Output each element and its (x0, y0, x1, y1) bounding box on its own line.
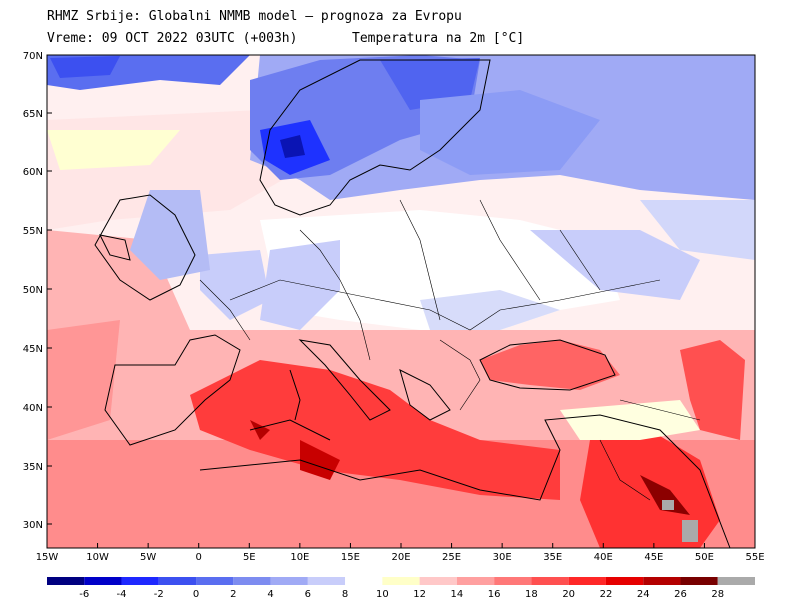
variable-name: Temperatura na 2m [°C] (352, 31, 525, 46)
legend-label: 20 (562, 589, 575, 600)
lat-label: 70N (23, 51, 43, 62)
forecast-time: Vreme: 09 OCT 2022 03UTC (+003h) (47, 31, 298, 46)
legend-label: 6 (305, 589, 311, 600)
map-title: RHMZ Srbije: Globalni NMMB model — progn… (47, 9, 462, 24)
lon-label: 40E (594, 552, 613, 563)
lon-label: 55E (745, 552, 764, 563)
legend-label: 8 (342, 589, 348, 600)
legend-swatch (158, 577, 197, 585)
legend-label: -4 (117, 589, 127, 600)
temperature-field (47, 55, 755, 548)
legend-label: -2 (154, 589, 164, 600)
legend-swatch (382, 577, 420, 585)
legend-label: 2 (230, 589, 236, 600)
legend-swatch (456, 577, 495, 585)
lon-label: 25E (442, 552, 461, 563)
legend-swatch (196, 577, 234, 585)
legend-swatch (568, 577, 606, 585)
legend-label: 18 (525, 589, 538, 600)
legend-label: 0 (193, 589, 199, 600)
legend-swatch (270, 577, 308, 585)
lat-label: 55N (23, 226, 43, 237)
legend-swatch (233, 577, 271, 585)
lon-label: 10W (86, 552, 109, 563)
legend-label: 14 (451, 589, 464, 600)
longitude-axis: 15W 10W 5W 0 5E 10E 15E 20E 25E 30E 35E 40E 45E 50E 55… (36, 543, 765, 563)
legend-swatch (680, 577, 718, 585)
lon-label: 0 (196, 552, 202, 563)
lon-label: 20E (391, 552, 410, 563)
legend-label: -6 (79, 589, 89, 600)
lon-label: 30E (493, 552, 512, 563)
lon-label: 35E (543, 552, 562, 563)
color-legend (47, 577, 755, 585)
lat-label: 50N (23, 285, 43, 296)
country-borders (199, 199, 701, 501)
lon-label: 45E (644, 552, 663, 563)
legend-swatch (84, 577, 122, 585)
legend-label: 10 (376, 589, 389, 600)
lat-label: 60N (23, 167, 43, 178)
lat-label: 65N (23, 109, 43, 120)
legend-swatch (494, 577, 532, 585)
lat-label: 35N (23, 462, 43, 473)
legend-label: 24 (637, 589, 650, 600)
legend-labels: -6 -4 -2 0 2 4 6 8 10 12 14 16 18 20 22 24 26 28 (79, 589, 724, 600)
legend-swatch (531, 577, 569, 585)
lon-label: 5W (140, 552, 156, 563)
lon-label: 15E (341, 552, 360, 563)
coastline-overlay (94, 59, 731, 549)
legend-label: 28 (711, 589, 724, 600)
legend-label: 22 (600, 589, 613, 600)
lon-label: 50E (695, 552, 714, 563)
legend-swatch (47, 577, 85, 585)
legend-label: 16 (488, 589, 501, 600)
lat-label: 40N (23, 403, 43, 414)
lon-label: 15W (36, 552, 59, 563)
legend-swatch (643, 577, 681, 585)
lat-label: 30N (23, 520, 43, 531)
lat-label: 45N (23, 344, 43, 355)
lon-label: 10E (290, 552, 309, 563)
latitude-axis: 70N 65N 60N 55N 50N 45N 40N 35N 30N (23, 51, 52, 531)
legend-swatch (419, 577, 457, 585)
lon-label: 5E (243, 552, 256, 563)
legend-swatch (121, 577, 159, 585)
legend-swatch (307, 577, 346, 585)
legend-swatch (605, 577, 644, 585)
legend-swatch (717, 577, 755, 585)
legend-swatch (345, 577, 383, 585)
legend-label: 4 (267, 589, 273, 600)
legend-label: 26 (674, 589, 687, 600)
legend-label: 12 (413, 589, 426, 600)
